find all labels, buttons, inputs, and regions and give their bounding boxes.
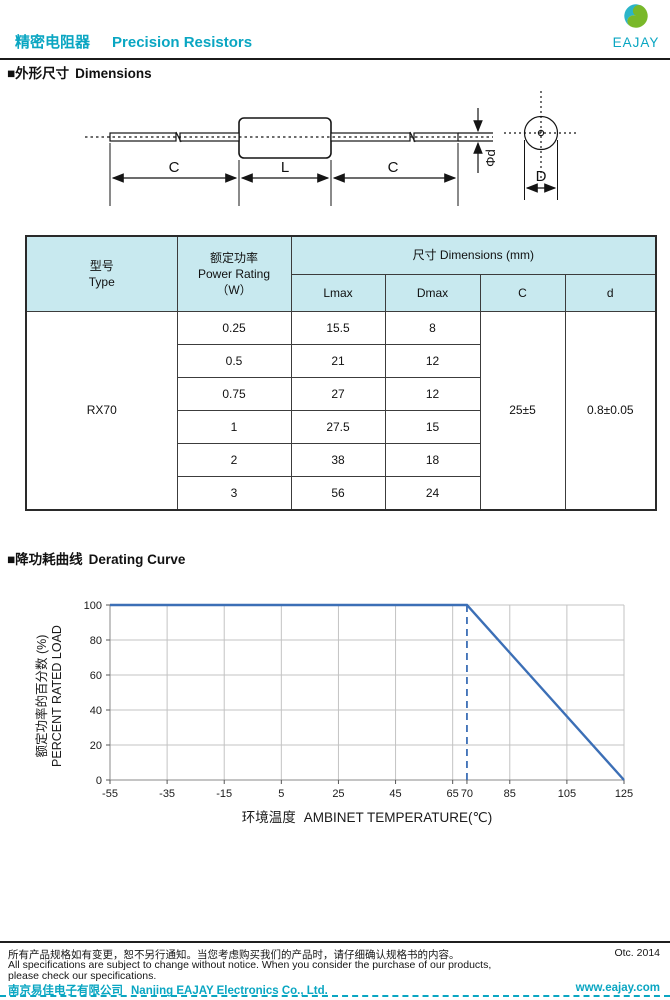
footer-divider bbox=[0, 941, 670, 943]
c-cell: 25±5 bbox=[479, 311, 566, 511]
svg-text:70: 70 bbox=[461, 788, 473, 800]
dim-label-phi-d: Φd bbox=[483, 149, 498, 167]
lmax-cell: 56 bbox=[290, 476, 386, 511]
svg-text:-15: -15 bbox=[216, 788, 232, 800]
table-row: 0.75 27 12 bbox=[26, 377, 656, 411]
col-header-type: 型号 Type bbox=[25, 235, 178, 312]
svg-text:85: 85 bbox=[504, 788, 516, 800]
dmax-cell: 18 bbox=[384, 443, 481, 477]
svg-text:125: 125 bbox=[615, 788, 633, 800]
dim-label-c-right: C bbox=[388, 159, 399, 176]
svg-text:100: 100 bbox=[84, 600, 102, 612]
power-cell: 0.25 bbox=[176, 311, 292, 345]
footer-date: Otc. 2014 bbox=[614, 947, 660, 959]
section-dimensions-en: Dimensions bbox=[75, 66, 152, 81]
col-header-power-unit: （W） bbox=[216, 283, 252, 298]
section-dimensions-zh: ■外形尺寸 bbox=[7, 66, 70, 81]
d-cell: 0.8±0.05 bbox=[564, 311, 657, 511]
table-row: 1 27.5 15 bbox=[26, 410, 656, 444]
chart-x-axis-label: 环境温度 AMBINET TEMPERATURE(℃) bbox=[117, 806, 617, 826]
page-title-en: Precision Resistors bbox=[112, 34, 253, 51]
section-heading-dimensions: ■外形尺寸 Dimensions bbox=[7, 62, 152, 82]
chart-x-axis-label-zh: 环境温度 bbox=[241, 810, 296, 825]
table-row: 0.5 21 12 bbox=[26, 344, 656, 378]
col-header-power-en: Power Rating bbox=[197, 266, 271, 281]
lmax-cell: 15.5 bbox=[290, 311, 386, 345]
svg-text:-55: -55 bbox=[102, 788, 118, 800]
dmax-cell: 12 bbox=[384, 377, 481, 411]
power-cell: 1 bbox=[176, 410, 292, 444]
chart-y-axis-label-zh: 额定功率的百分数 (%) bbox=[35, 634, 49, 758]
power-cell: 2 bbox=[176, 443, 292, 477]
svg-text:80: 80 bbox=[90, 635, 102, 647]
dim-label-c-left: C bbox=[169, 159, 180, 176]
chart-x-axis-label-en: AMBINET TEMPERATURE(℃) bbox=[303, 810, 493, 825]
col-header-power-zh: 额定功率 bbox=[209, 250, 258, 265]
logo-icon bbox=[624, 4, 648, 28]
header-divider bbox=[0, 58, 670, 60]
col-header-lmax: Lmax bbox=[290, 274, 386, 312]
derating-chart-svg: 0 20 40 60 80 100 -55 -35 -15 5 25 45 65 70 85 105 125 bbox=[84, 600, 634, 800]
logo-wordmark: EAJAY bbox=[612, 35, 660, 50]
footer-company-en: Nanjing EAJAY Electronics Co., Ltd. bbox=[131, 985, 328, 997]
svg-text:5: 5 bbox=[278, 788, 284, 800]
page-title-zh: 精密电阻器 bbox=[15, 34, 91, 51]
col-header-type-en: Type bbox=[88, 275, 115, 289]
svg-text:65: 65 bbox=[447, 788, 459, 800]
footer-notice-en2: please check our specifications. bbox=[8, 970, 157, 982]
type-cell: RX70 bbox=[25, 311, 178, 511]
table-row: RX70 0.25 15.5 8 25±5 0.8±0.05 bbox=[25, 311, 657, 511]
lead-left-1 bbox=[109, 132, 177, 142]
col-header-type-zh: 型号 bbox=[89, 258, 114, 273]
dmax-cell: 24 bbox=[384, 476, 481, 511]
footer-company: 南京易佳电子有限公司 Nanjing EAJAY Electronics Co.,… bbox=[8, 982, 328, 998]
section-derating-en: Derating Curve bbox=[88, 552, 186, 567]
footer-website[interactable]: www.eajay.com bbox=[575, 982, 660, 994]
power-cell: 3 bbox=[176, 476, 292, 511]
lmax-cell: 27.5 bbox=[290, 410, 386, 444]
svg-text:45: 45 bbox=[389, 788, 401, 800]
table-row: 3 56 24 bbox=[26, 476, 656, 511]
resistor-body bbox=[238, 117, 332, 159]
lmax-cell: 21 bbox=[290, 344, 386, 378]
footer-notice-zh: 所有产品规格如有变更，恕不另行通知。当您考虑购买我们的产品时，请仔细确认规格书的… bbox=[8, 949, 460, 961]
footer-company-zh: 南京易佳电子有限公司 bbox=[8, 985, 123, 997]
lmax-cell: 27 bbox=[290, 377, 386, 411]
table-row: 2 38 18 bbox=[26, 443, 656, 477]
col-header-dimensions-group: 尺寸 Dimensions (mm) bbox=[290, 235, 657, 275]
company-logo: EAJAY bbox=[606, 3, 666, 50]
footer-notice-en1: All specifications are subject to change… bbox=[8, 959, 492, 971]
svg-text:60: 60 bbox=[90, 670, 102, 682]
lmax-cell: 38 bbox=[290, 443, 386, 477]
lead-right-2 bbox=[413, 132, 459, 142]
chart-y-axis-label: 额定功率的百分数 (%) PERCENT RATED LOAD bbox=[35, 576, 67, 816]
dmax-cell: 15 bbox=[384, 410, 481, 444]
col-header-c: C bbox=[479, 274, 566, 312]
svg-text:40: 40 bbox=[90, 705, 102, 717]
page-title: 精密电阻器 Precision Resistors bbox=[15, 31, 252, 52]
col-header-d: d bbox=[564, 274, 657, 312]
col-header-power: 额定功率 Power Rating （W） bbox=[176, 235, 292, 312]
lead-right-1 bbox=[330, 132, 411, 142]
dim-label-d: D bbox=[536, 168, 547, 185]
dim-label-l: L bbox=[281, 159, 289, 176]
section-heading-derating: ■降功耗曲线 Derating Curve bbox=[7, 548, 185, 568]
section-derating-zh: ■降功耗曲线 bbox=[7, 552, 83, 567]
svg-text:0: 0 bbox=[96, 775, 102, 787]
svg-text:20: 20 bbox=[90, 740, 102, 752]
power-cell: 0.5 bbox=[176, 344, 292, 378]
svg-text:25: 25 bbox=[332, 788, 344, 800]
dmax-cell: 12 bbox=[384, 344, 481, 378]
svg-text:-35: -35 bbox=[159, 788, 175, 800]
col-header-dmax: Dmax bbox=[384, 274, 481, 312]
chart-y-axis-label-en: PERCENT RATED LOAD bbox=[50, 625, 64, 767]
power-cell: 0.75 bbox=[176, 377, 292, 411]
dmax-cell: 8 bbox=[384, 311, 481, 345]
resistor-outline-drawing: C L C Φd D bbox=[85, 91, 578, 206]
svg-text:105: 105 bbox=[558, 788, 576, 800]
derating-chart: 0 20 40 60 80 100 -55 -35 -15 5 25 45 65 70 85 105 125 额… bbox=[35, 596, 648, 846]
dimensions-table: 型号 Type 额定功率 Power Rating （W） 尺寸 Dimensi… bbox=[25, 235, 658, 511]
footer-dashed-line bbox=[0, 995, 670, 997]
